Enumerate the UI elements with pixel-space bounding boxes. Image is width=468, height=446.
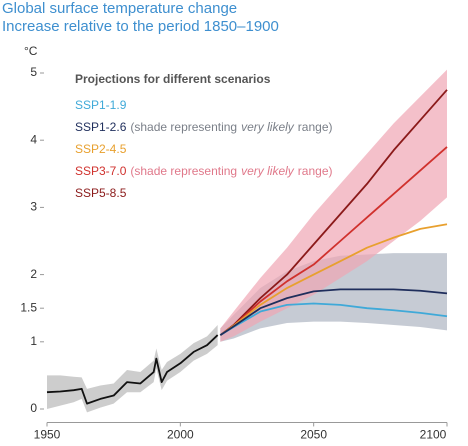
legend-entry: SSP1-1.9 — [75, 98, 127, 112]
legend-note: very likely — [241, 120, 295, 134]
series-line — [219, 89, 448, 336]
legend-entry: SSP3-7.0 (shade representing very likely ra… — [75, 164, 332, 178]
chart-title: Global surface temperature change — [2, 0, 237, 17]
x-tick-label: 1950 — [34, 428, 61, 442]
legend-entry: SSP1-2.6 (shade representing very likely ra… — [75, 120, 332, 134]
series-line — [219, 288, 448, 336]
historical-range — [47, 325, 218, 413]
range-band — [220, 69, 447, 342]
series-line — [219, 302, 448, 336]
legend-label: SSP3-7.0 — [75, 164, 127, 178]
y-tick-label: 3 — [30, 200, 37, 214]
legend-title: Projections for different scenarios — [75, 72, 271, 86]
y-tick-label: 0 — [30, 401, 37, 415]
y-tick-label: 4 — [30, 132, 37, 146]
legend-entry: SSP2-4.5 — [75, 142, 127, 156]
historical-line — [46, 334, 219, 405]
legend-note: very likely — [241, 164, 295, 178]
legend-note: (shade representing — [130, 164, 237, 178]
range-band — [220, 253, 447, 342]
legend-note: (shade representing — [130, 120, 237, 134]
x-tick-label: 2000 — [167, 428, 194, 442]
legend-note: range) — [298, 164, 333, 178]
legend-label: SSP1-2.6 — [75, 120, 127, 134]
chart-subtitle: Increase relative to the period 1850–190… — [2, 18, 279, 35]
x-tick-label: 2050 — [300, 428, 327, 442]
legend-note: range) — [298, 120, 333, 134]
legend-label: SSP1-1.9 — [75, 98, 127, 112]
series-line — [219, 223, 448, 336]
legend-entry: SSP5-8.5 — [75, 186, 127, 200]
legend-label: SSP5-8.5 — [75, 186, 127, 200]
y-tick-label: 2 — [30, 267, 37, 281]
x-tick-label: 2100 — [420, 428, 447, 442]
legend-label: SSP2-4.5 — [75, 142, 127, 156]
y-tick-label: 1 — [30, 334, 37, 348]
y-tick-label: 1.5 — [20, 300, 37, 314]
series-line — [219, 146, 448, 336]
y-axis-label: °C — [24, 44, 38, 58]
y-tick-label: 5 — [30, 65, 37, 79]
